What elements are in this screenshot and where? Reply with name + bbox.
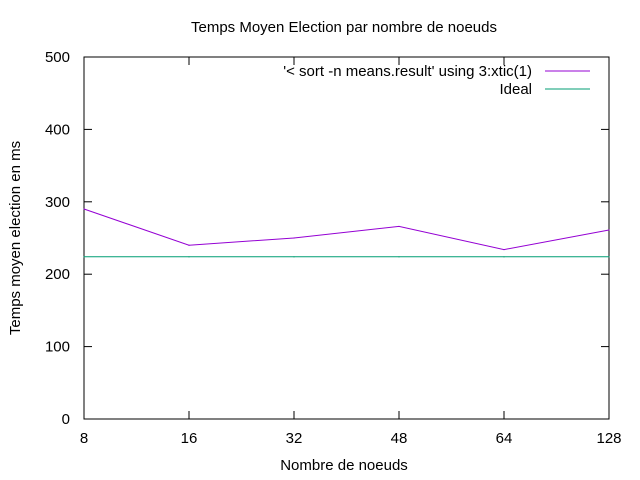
y-axis: 0 100 200 300 400 500 (45, 49, 609, 428)
series-line-1 (83, 208, 610, 251)
y-axis-label: Temps moyen election en ms (7, 141, 24, 335)
x-tick-label: 8 (80, 430, 88, 447)
x-tick-label: 128 (596, 430, 621, 447)
data-point (188, 244, 190, 246)
plot-area (83, 56, 610, 420)
plot-frame (83, 56, 610, 420)
data-point (398, 225, 400, 228)
series-lines (83, 208, 610, 258)
data-point (398, 256, 400, 258)
chart-title: Temps Moyen Election par nombre de noeud… (191, 19, 497, 36)
data-point (608, 256, 610, 258)
y-tick-label: 500 (45, 49, 70, 66)
x-tick-label: 32 (286, 430, 303, 447)
x-tick-label: 64 (496, 430, 513, 447)
data-point (83, 208, 85, 210)
data-point (293, 237, 295, 239)
data-point (188, 256, 190, 258)
data-point (503, 256, 505, 258)
legend-label-2: Ideal (499, 81, 532, 98)
data-point (83, 256, 85, 258)
data-point (293, 256, 295, 258)
legend: '< sort -n means.result' using 3:xtic(1)… (283, 63, 590, 98)
y-tick-label: 200 (45, 266, 70, 283)
y-tick-label: 0 (62, 411, 70, 428)
y-tick-label: 100 (45, 339, 70, 356)
data-point (503, 248, 505, 251)
legend-label-1: '< sort -n means.result' using 3:xtic(1) (283, 63, 532, 80)
y-tick-label: 300 (45, 194, 70, 211)
y-tick-label: 400 (45, 121, 70, 138)
x-axis-label: Nombre de noeuds (280, 457, 408, 474)
data-point (608, 229, 610, 231)
x-tick-label: 48 (391, 430, 408, 447)
x-axis: 8 16 32 48 64 128 (80, 57, 622, 447)
x-tick-label: 16 (181, 430, 198, 447)
